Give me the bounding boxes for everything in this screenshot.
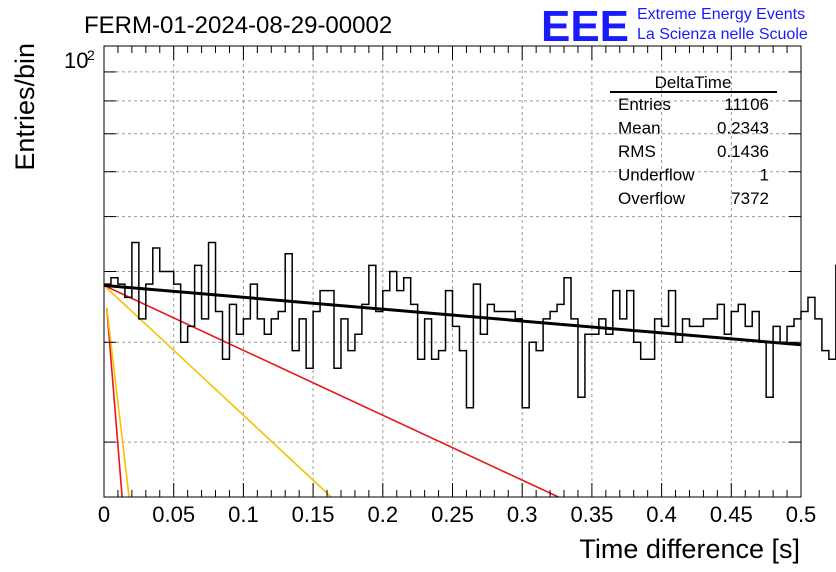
stats-value: 1 (760, 166, 769, 185)
grid-layer (104, 46, 801, 497)
x-tick-label: 0.2 (368, 502, 399, 527)
x-tick-label: 0.45 (710, 502, 753, 527)
ticks-layer: 0 0.05 0.1 0.15 0.2 0.25 0.3 0.35 0.4 0.45 0.5 (98, 45, 817, 527)
logo-line-2: La Scienza nelle Scuole (637, 26, 808, 43)
x-tick-label: 0.05 (152, 502, 195, 527)
stats-label: Overflow (618, 189, 686, 208)
y-tick-label: 10 (64, 48, 88, 73)
stats-label: Mean (618, 119, 661, 138)
x-tick-label: 0.4 (646, 502, 677, 527)
lines-layer (103, 284, 559, 498)
x-tick-label: 0 (98, 502, 110, 527)
stats-value: 7372 (731, 189, 769, 208)
stats-value: 11106 (724, 95, 769, 114)
fit-line (103, 283, 802, 347)
x-tick-label: 0.35 (570, 502, 613, 527)
y-tick-exponent: 2 (87, 47, 95, 63)
reference-line (105, 307, 123, 498)
y-axis-title: Entries/bin (10, 43, 40, 171)
stats-value: 0.2343 (717, 119, 769, 138)
reference-line (103, 284, 559, 498)
x-tick-label: 0.1 (228, 502, 259, 527)
eee-logo: EEE (541, 2, 629, 51)
x-tick-label: 0.25 (431, 502, 474, 527)
histogram-bins (104, 241, 836, 409)
logo-line-1: Extreme Energy Events (637, 6, 805, 23)
x-tick-label: 0.3 (507, 502, 538, 527)
stats-label: RMS (618, 142, 656, 161)
x-axis-title: Time difference [s] (579, 534, 800, 564)
stats-box: DeltaTime Entries 11106 Mean 0.2343 RMS 0.143… (610, 73, 777, 208)
run-title: FERM-01-2024-08-29-00002 (84, 12, 392, 39)
stats-label: Entries (618, 95, 671, 114)
x-tick-label: 0.15 (292, 502, 335, 527)
reference-line (105, 307, 130, 498)
stats-label: Underflow (618, 166, 695, 185)
fit-layer (103, 283, 802, 347)
x-tick-label: 0.5 (786, 502, 817, 527)
stats-rows: Entries 11106 Mean 0.2343 RMS 0.1436 Underflow… (618, 95, 769, 208)
histogram-layer (104, 241, 836, 409)
reference-line (103, 284, 332, 498)
stats-value: 0.1436 (717, 142, 769, 161)
stats-title: DeltaTime (655, 73, 732, 92)
